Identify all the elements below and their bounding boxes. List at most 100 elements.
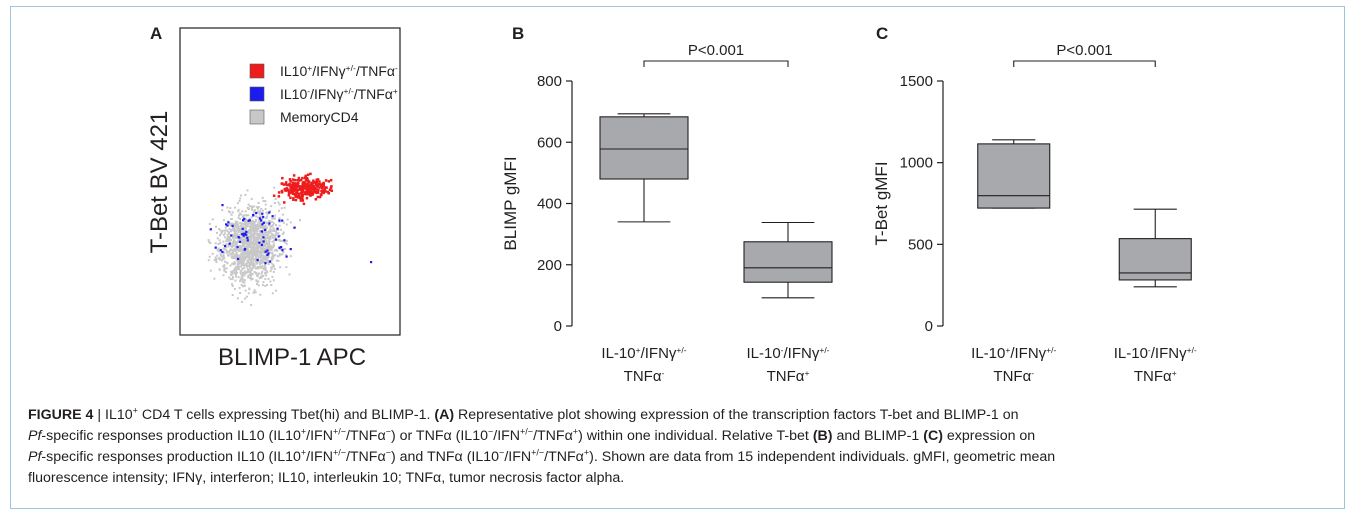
memory-dot [262, 200, 265, 202]
red-dot [305, 186, 308, 189]
memory-dot [250, 261, 253, 263]
significance-bracket [1013, 60, 1156, 67]
memory-dot [248, 222, 251, 225]
memory-dot [284, 247, 287, 250]
y-tick-label: 200 [537, 257, 562, 274]
memory-dot [225, 243, 227, 246]
memory-dot [285, 239, 288, 242]
memory-dot [243, 270, 246, 273]
memory-dot [244, 239, 247, 242]
memory-dot [265, 274, 268, 277]
red-dot [316, 195, 320, 199]
memory-dot [249, 233, 252, 236]
memory-dot [256, 262, 259, 265]
memory-dot [239, 280, 242, 283]
memory-dot [272, 233, 275, 236]
legend-label: IL10+/IFNγ+/-/TNFα- [280, 63, 398, 79]
red-dot [318, 186, 321, 189]
memory-dot [242, 250, 245, 253]
memory-dot [247, 274, 250, 277]
memory-dot [268, 238, 271, 241]
blue-dot [236, 246, 239, 249]
memory-dot [240, 248, 243, 250]
memory-dot [257, 284, 260, 287]
red-dot [323, 187, 327, 191]
memory-dot [235, 245, 238, 248]
memory-dot [233, 229, 236, 232]
memory-dot [239, 197, 242, 200]
memory-dot [225, 240, 228, 243]
memory-dot [273, 249, 276, 252]
blue-dot [256, 258, 259, 262]
memory-dot [233, 232, 236, 235]
blue-dot [293, 226, 296, 229]
y-tick-label: 500 [908, 236, 933, 253]
memory-dot [225, 239, 228, 242]
red-dot [280, 189, 284, 193]
memory-dot [231, 294, 234, 296]
red-dot [295, 194, 298, 198]
blue-dot [262, 216, 265, 219]
memory-dot [230, 230, 233, 233]
memory-dot [248, 265, 251, 268]
memory-dot [273, 254, 276, 257]
blue-dot [246, 239, 249, 242]
memory-dot [266, 231, 269, 234]
memory-dot [244, 210, 247, 213]
memory-dot [237, 216, 240, 219]
memory-dot [224, 271, 227, 274]
x-tick-label-line1: IL-10-/IFNγ+/- [746, 345, 829, 362]
caption-line-2: Pf-specific responses production IL10 (I… [28, 426, 1036, 444]
memory-dot [231, 285, 234, 287]
memory-dot [250, 256, 253, 258]
memory-dot [270, 232, 273, 235]
red-dot [302, 202, 306, 206]
red-dot [292, 189, 296, 192]
memory-dot [225, 249, 228, 252]
memory-dot [249, 229, 252, 231]
memory-dot [208, 241, 211, 243]
memory-dot [234, 262, 236, 265]
memory-dot [244, 297, 247, 300]
blue-dot [281, 219, 284, 222]
memory-dot [248, 244, 251, 247]
red-dot [301, 184, 304, 188]
memory-dot [249, 277, 252, 279]
memory-dot [255, 220, 257, 223]
memory-dot [249, 236, 252, 239]
memory-dot [227, 243, 230, 246]
flow-scatter [207, 172, 373, 307]
blue-dot [261, 212, 264, 215]
memory-dot [240, 241, 243, 244]
memory-dot [226, 229, 229, 232]
memory-dot [227, 237, 230, 239]
red-dot [287, 194, 291, 197]
memory-dot [259, 256, 262, 259]
memory-dot [233, 223, 236, 226]
memory-dot [257, 202, 260, 204]
red-dot [299, 178, 303, 182]
memory-dot [281, 240, 284, 243]
red-dot [301, 176, 304, 180]
red-dot [302, 187, 305, 190]
memory-dot [273, 235, 276, 238]
blue-dot [370, 261, 373, 264]
red-dot [330, 189, 333, 192]
red-dot [301, 190, 305, 193]
red-dot [294, 198, 298, 202]
blue-dot [268, 260, 272, 263]
memory-dot [264, 284, 267, 287]
memory-dot [275, 232, 278, 234]
red-dot [291, 181, 295, 185]
blue-dot [281, 249, 284, 252]
memory-dot [243, 240, 246, 243]
red-dot [287, 190, 291, 194]
memory-dot [236, 221, 239, 223]
red-dot [306, 173, 310, 176]
memory-dot [274, 217, 276, 220]
memory-dot [246, 264, 249, 267]
memory-dot [228, 232, 230, 235]
memory-dot [240, 275, 243, 278]
blue-dot [283, 239, 286, 242]
memory-dot [242, 261, 245, 264]
